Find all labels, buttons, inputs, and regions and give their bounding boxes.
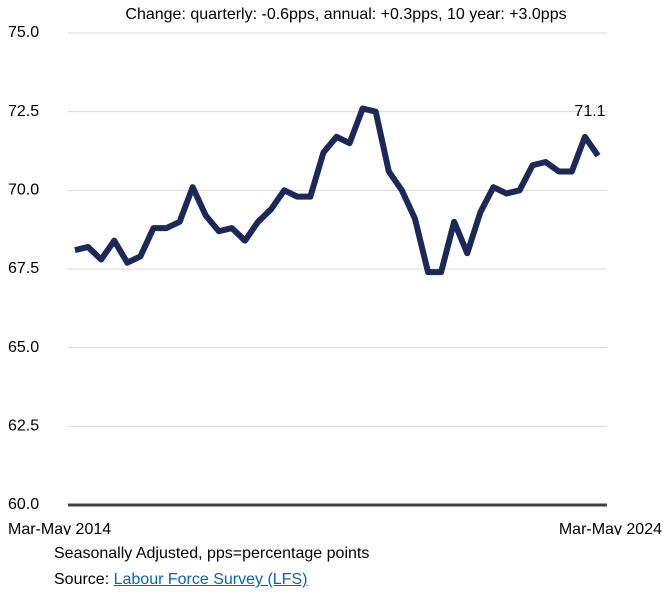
x-tick-label: Mar-May 2024 bbox=[559, 521, 662, 535]
y-tick-label: 72.5 bbox=[8, 103, 39, 120]
note: Seasonally Adjusted, pps=percentage poin… bbox=[54, 545, 370, 562]
data-label: 71.1 bbox=[574, 103, 605, 120]
y-tick-label: 75.0 bbox=[8, 24, 39, 41]
y-tick-label: 67.5 bbox=[8, 260, 39, 277]
source-link[interactable]: Labour Force Survey (LFS) bbox=[113, 571, 308, 588]
y-tick-label: 60.0 bbox=[8, 496, 39, 513]
line bbox=[74, 105, 601, 276]
chart: Change: quarterly: -0.6pps, annual: +0.3… bbox=[8, 6, 662, 535]
y-tick-label: 70.0 bbox=[8, 182, 39, 199]
y-tick-label: 62.5 bbox=[8, 418, 39, 435]
y-tick-label: 65.0 bbox=[8, 339, 39, 356]
source-prefix: Source: bbox=[54, 571, 110, 588]
x-tick-label: Mar-May 2014 bbox=[8, 521, 111, 535]
chart-title: Change: quarterly: -0.6pps, annual: +0.3… bbox=[125, 6, 566, 23]
source: Source: Labour Force Survey (LFS) bbox=[54, 571, 307, 589]
